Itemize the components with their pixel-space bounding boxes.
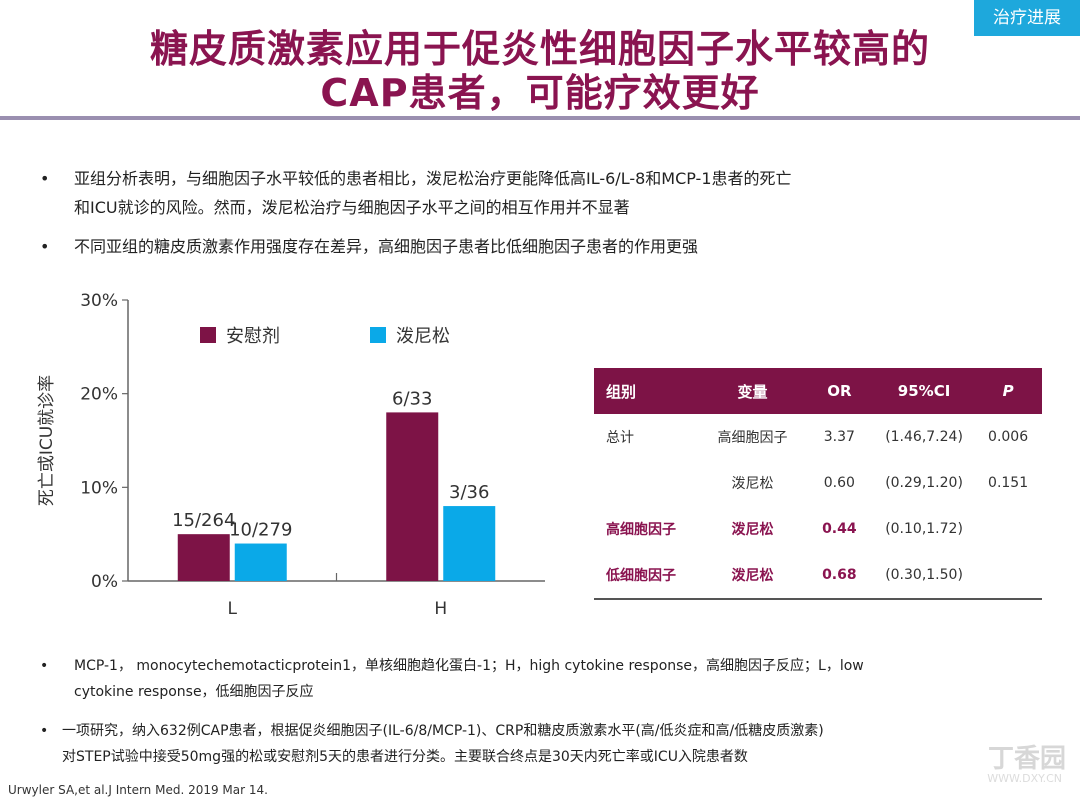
cell-or: 0.68 bbox=[804, 552, 874, 600]
bullet-1-symbol: • bbox=[40, 169, 50, 188]
cell-ci: (0.10,1.72) bbox=[885, 521, 963, 537]
bar-安慰剂-H bbox=[386, 412, 439, 581]
y-tick-label: 20% bbox=[80, 385, 118, 405]
cell-ci: (0.29,1.20) bbox=[885, 475, 963, 491]
title-area: 糖皮质激素应用于促炎性细胞因子水平较高的 CAP患者，可能疗效更好 治疗进展 bbox=[0, 0, 1080, 118]
cell-ci: (1.46,7.24) bbox=[885, 429, 963, 445]
cell-ci: (0.30,1.50) bbox=[873, 552, 975, 600]
legend-item-placebo: 安慰剂 bbox=[200, 322, 280, 348]
cell-variable: 泼尼松 bbox=[700, 552, 805, 600]
cell-variable: 高细胞因子 bbox=[717, 430, 788, 446]
header-or: OR bbox=[804, 368, 874, 414]
section-tag: 治疗进展 bbox=[974, 0, 1080, 36]
header-group: 组别 bbox=[594, 368, 701, 414]
title-divider bbox=[0, 116, 1080, 120]
bar-泼尼松-H bbox=[443, 506, 496, 581]
bullet-2-symbol: • bbox=[40, 237, 50, 256]
x-category-label: L bbox=[228, 599, 238, 619]
y-tick-label: 0% bbox=[91, 572, 118, 592]
y-axis-label: 死亡或ICU就诊率 bbox=[37, 375, 57, 506]
cell-variable: 泼尼松 bbox=[731, 476, 774, 492]
bullet-2: • 不同亚组的糖皮质激素作用强度存在差异，高细胞因子患者比低细胞因子患者的作用更… bbox=[40, 232, 1040, 262]
bar-data-label: 10/279 bbox=[229, 520, 292, 541]
table-row: 泼尼松 0.60 (0.29,1.20) 0.151 bbox=[594, 460, 1042, 506]
legend-label-prednisone: 泼尼松 bbox=[396, 326, 450, 347]
legend-item-prednisone: 泼尼松 bbox=[370, 322, 450, 348]
header-p: P bbox=[974, 368, 1042, 414]
cell-variable: 泼尼松 bbox=[731, 522, 774, 538]
cell-p bbox=[974, 506, 1042, 552]
cell-group: 高细胞因子 bbox=[606, 522, 676, 538]
legend-label-placebo: 安慰剂 bbox=[226, 326, 280, 347]
bullet-2-line-1: 不同亚组的糖皮质激素作用强度存在差异，高细胞因子患者比低细胞因子患者的作用更强 bbox=[74, 237, 699, 256]
header-variable: 变量 bbox=[700, 368, 805, 414]
table-header-row: 组别 变量 OR 95%CI P bbox=[594, 368, 1042, 414]
bullet-1: • 亚组分析表明，与细胞因子水平较低的患者相比，泼尼松治疗更能降低高IL-6/L… bbox=[40, 164, 1040, 222]
or-results-table: 组别 变量 OR 95%CI P 总计 高细胞因子 3.37 (1.46,7.2… bbox=[594, 368, 1042, 600]
cell-or: 3.37 bbox=[823, 429, 855, 445]
y-tick-label: 30% bbox=[80, 291, 118, 311]
cell-group bbox=[594, 460, 700, 506]
bullet-1-line-1: 亚组分析表明，与细胞因子水平较低的患者相比，泼尼松治疗更能降低高IL-6/L-8… bbox=[74, 169, 792, 188]
watermark-logo: 丁香园 bbox=[987, 744, 1066, 774]
header-ci: 95%CI bbox=[873, 368, 975, 414]
cell-p: 0.006 bbox=[988, 429, 1029, 445]
page-title-line-2: CAP患者，可能疗效更好 bbox=[320, 71, 760, 115]
bar-泼尼松-L bbox=[234, 543, 287, 581]
x-category-label: H bbox=[434, 599, 447, 619]
citation: Urwyler SA,et al.J Intern Med. 2019 Mar … bbox=[8, 783, 268, 797]
bullet-1-line-2: 和ICU就诊的风险。然而，泼尼松治疗与细胞因子水平之间的相互作用并不显著 bbox=[74, 198, 630, 217]
footnote-1: • MCP-1， monocytechemotacticprotein1，单核细… bbox=[40, 653, 1050, 705]
footnote-1-line-2: cytokine response，低细胞因子反应 bbox=[74, 684, 314, 700]
cell-p: 0.151 bbox=[988, 475, 1029, 491]
footnote-2-line-1: 一项研究，纳入632例CAP患者，根据促炎细胞因子(IL-6/8/MCP-1)、… bbox=[62, 723, 824, 739]
footnote-1-line-1: MCP-1， monocytechemotacticprotein1，单核细胞趋… bbox=[74, 658, 864, 674]
footnote-2-line-2: 对STEP试验中接受50mg强的松或安慰剂5天的患者进行分类。主要联合终点是30… bbox=[62, 749, 748, 765]
watermark-url: WWW.DXY.CN bbox=[987, 772, 1062, 785]
legend-swatch-placebo bbox=[200, 327, 216, 343]
footnote-2: • 一项研究，纳入632例CAP患者，根据促炎细胞因子(IL-6/8/MCP-1… bbox=[40, 718, 1050, 770]
footnote-2-symbol: • bbox=[40, 723, 49, 739]
bar-data-label: 15/264 bbox=[172, 510, 235, 531]
bar-data-label: 6/33 bbox=[392, 388, 432, 409]
bar-data-label: 3/36 bbox=[449, 482, 489, 503]
legend-swatch-prednisone bbox=[370, 327, 386, 343]
bar-chart: 0% 10% 20% 30% 死亡或ICU就诊率 L 15/264 10/279 H 6/33 3/… bbox=[0, 280, 600, 640]
cell-or: 0.44 bbox=[822, 521, 857, 537]
table-row: 高细胞因子 泼尼松 0.44 (0.10,1.72) bbox=[594, 506, 1042, 552]
cell-group: 低细胞因子 bbox=[594, 552, 701, 600]
page-title-line-1: 糖皮质激素应用于促炎性细胞因子水平较高的 bbox=[149, 27, 930, 71]
y-tick-label: 10% bbox=[80, 478, 118, 498]
cell-or: 0.60 bbox=[823, 475, 855, 491]
bar-安慰剂-L bbox=[177, 534, 230, 581]
table-row: 总计 高细胞因子 3.37 (1.46,7.24) 0.006 bbox=[594, 414, 1042, 460]
cell-group: 总计 bbox=[606, 430, 634, 446]
table-row: 低细胞因子 泼尼松 0.68 (0.30,1.50) bbox=[594, 552, 1042, 600]
cell-p bbox=[974, 552, 1042, 600]
footnote-1-symbol: • bbox=[40, 658, 49, 674]
